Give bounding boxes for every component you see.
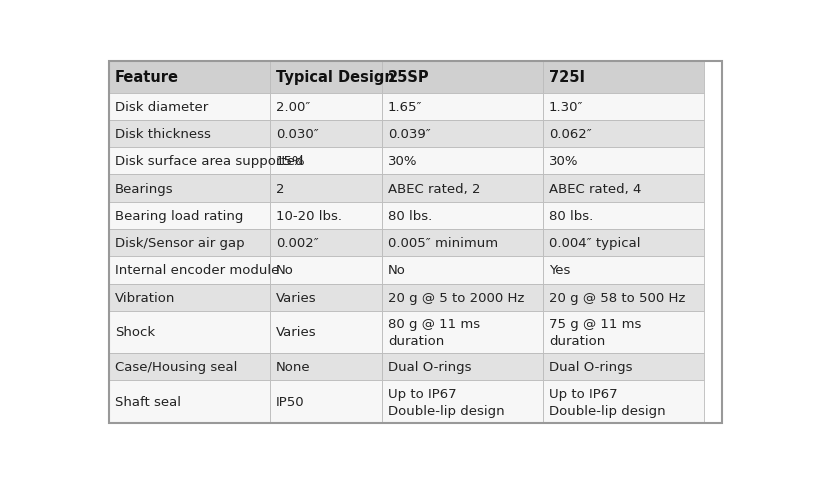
Text: 10-20 lbs.: 10-20 lbs. — [276, 209, 341, 222]
Text: Typical Design: Typical Design — [276, 70, 394, 85]
Bar — [109, 229, 270, 257]
Text: No: No — [276, 264, 293, 277]
Bar — [382, 93, 543, 120]
Bar — [543, 381, 705, 423]
Bar — [109, 311, 270, 353]
Text: IP50: IP50 — [276, 395, 304, 408]
Text: Internal encoder module: Internal encoder module — [115, 264, 279, 277]
Text: 0.004″ typical: 0.004″ typical — [549, 237, 641, 250]
Text: 0.062″: 0.062″ — [549, 128, 592, 141]
Bar — [382, 175, 543, 202]
Text: None: None — [276, 360, 311, 373]
Bar — [109, 62, 270, 93]
Bar — [543, 202, 705, 229]
Bar — [382, 120, 543, 148]
Bar — [543, 257, 705, 284]
Bar — [382, 229, 543, 257]
Bar — [382, 257, 543, 284]
Text: 75 g @ 11 ms
duration: 75 g @ 11 ms duration — [549, 318, 641, 348]
Text: Shock: Shock — [115, 326, 154, 339]
Bar — [543, 229, 705, 257]
Text: Disk thickness: Disk thickness — [115, 128, 211, 141]
Text: Bearing load rating: Bearing load rating — [115, 209, 243, 222]
Bar — [543, 120, 705, 148]
Bar — [270, 284, 382, 311]
Bar — [270, 353, 382, 381]
Text: No: No — [388, 264, 406, 277]
Bar — [270, 148, 382, 175]
Text: 725I: 725I — [549, 70, 585, 85]
Text: 2: 2 — [276, 182, 285, 195]
Text: 20 g @ 58 to 500 Hz: 20 g @ 58 to 500 Hz — [549, 291, 685, 304]
Text: Disk diameter: Disk diameter — [115, 100, 208, 113]
Text: Dual O-rings: Dual O-rings — [549, 360, 633, 373]
Bar — [109, 202, 270, 229]
Text: ABEC rated, 2: ABEC rated, 2 — [388, 182, 480, 195]
Bar — [382, 202, 543, 229]
Bar — [270, 381, 382, 423]
Text: Up to IP67
Double-lip design: Up to IP67 Double-lip design — [388, 387, 505, 417]
Text: Case/Housing seal: Case/Housing seal — [115, 360, 237, 373]
Text: Disk surface area supported: Disk surface area supported — [115, 155, 303, 168]
Bar — [270, 175, 382, 202]
Text: Vibration: Vibration — [115, 291, 175, 304]
Text: Shaft seal: Shaft seal — [115, 395, 180, 408]
Bar — [109, 353, 270, 381]
Text: 15%: 15% — [276, 155, 306, 168]
Text: Feature: Feature — [115, 70, 179, 85]
Bar — [382, 284, 543, 311]
Bar — [543, 62, 705, 93]
Text: 30%: 30% — [388, 155, 417, 168]
Text: 1.30″: 1.30″ — [549, 100, 584, 113]
Bar — [109, 284, 270, 311]
Text: 2.00″: 2.00″ — [276, 100, 310, 113]
Text: 0.039″: 0.039″ — [388, 128, 431, 141]
Bar — [382, 311, 543, 353]
Text: ABEC rated, 4: ABEC rated, 4 — [549, 182, 641, 195]
Text: 0.002″: 0.002″ — [276, 237, 319, 250]
Bar — [382, 62, 543, 93]
Bar — [382, 148, 543, 175]
Text: 1.65″: 1.65″ — [388, 100, 422, 113]
Bar — [270, 257, 382, 284]
Bar — [382, 381, 543, 423]
Text: 80 lbs.: 80 lbs. — [388, 209, 432, 222]
Text: 20 g @ 5 to 2000 Hz: 20 g @ 5 to 2000 Hz — [388, 291, 524, 304]
Bar — [270, 120, 382, 148]
Text: Varies: Varies — [276, 326, 316, 339]
Bar — [543, 93, 705, 120]
Bar — [382, 353, 543, 381]
Bar — [270, 62, 382, 93]
Text: Up to IP67
Double-lip design: Up to IP67 Double-lip design — [549, 387, 666, 417]
Bar — [109, 381, 270, 423]
Text: 0.005″ minimum: 0.005″ minimum — [388, 237, 498, 250]
Text: 0.030″: 0.030″ — [276, 128, 319, 141]
Bar — [543, 175, 705, 202]
Bar — [109, 257, 270, 284]
Bar — [543, 284, 705, 311]
Bar — [270, 311, 382, 353]
Bar — [109, 120, 270, 148]
Bar — [109, 175, 270, 202]
Text: 25SP: 25SP — [388, 70, 429, 85]
Bar — [270, 229, 382, 257]
Text: Bearings: Bearings — [115, 182, 173, 195]
Text: Yes: Yes — [549, 264, 570, 277]
Bar — [543, 148, 705, 175]
Bar — [109, 148, 270, 175]
Text: 80 lbs.: 80 lbs. — [549, 209, 593, 222]
Bar — [543, 311, 705, 353]
Bar — [109, 93, 270, 120]
Text: Varies: Varies — [276, 291, 316, 304]
Text: Dual O-rings: Dual O-rings — [388, 360, 472, 373]
Text: Disk/Sensor air gap: Disk/Sensor air gap — [115, 237, 245, 250]
Text: 80 g @ 11 ms
duration: 80 g @ 11 ms duration — [388, 318, 480, 348]
Bar — [270, 202, 382, 229]
Bar — [543, 353, 705, 381]
Bar — [270, 93, 382, 120]
Text: 30%: 30% — [549, 155, 578, 168]
